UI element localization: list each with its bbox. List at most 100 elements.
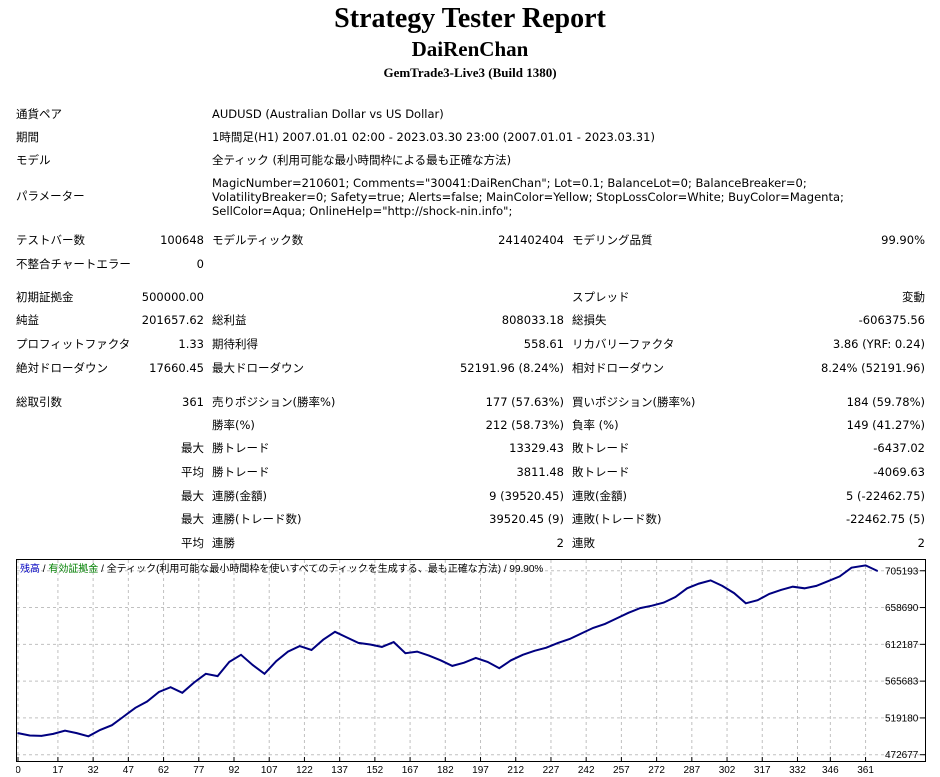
abs-drawdown-value: 17660.45 (149, 361, 204, 375)
balance-point (674, 596, 677, 598)
avg-win-label: 勝トレード (212, 465, 270, 479)
average-label: 平均 (181, 465, 204, 479)
balance-point (686, 587, 688, 590)
max-cons-count-label: 最大 (181, 512, 204, 526)
loss-percent-label: 負率 (%) (572, 418, 619, 432)
period-label: 期間 (16, 130, 39, 144)
balance-point (698, 582, 700, 585)
win-percent-label: 勝率(%) (212, 418, 255, 432)
balance-point (662, 601, 665, 604)
long-positions-value: 184 (59.78%) (846, 395, 925, 409)
avg-cons-loss-label: 連敗 (572, 536, 595, 550)
parameters-label: パラメーター (16, 189, 85, 203)
y-tick-label: 612187 (885, 640, 919, 651)
balance-point (428, 654, 430, 657)
rel-drawdown-label: 相対ドローダウン (572, 361, 664, 375)
balance-point (134, 706, 137, 709)
balance-point (815, 585, 818, 587)
x-tick-label: 302 (719, 765, 736, 775)
cons-profit-count-label: 連勝(トレード数) (212, 512, 302, 526)
balance-points (17, 564, 879, 738)
report-title: Strategy Tester Report (334, 3, 606, 34)
balance-point (381, 646, 383, 648)
balance-point (533, 650, 536, 652)
avg-cons-wins-label: 連勝 (212, 536, 235, 550)
gross-profit-label: 総利益 (212, 313, 247, 327)
rel-drawdown-value: 8.24% (52191.96) (820, 361, 925, 375)
avg-cons-wins-value: 2 (556, 536, 564, 550)
legend-equity: 有効証拠金 (48, 562, 98, 575)
balance-point (709, 579, 712, 582)
x-tick-label: 0 (16, 765, 21, 775)
balance-point (876, 570, 879, 572)
profit-factor-value: 1.33 (178, 337, 204, 351)
balance-point (463, 661, 465, 664)
legend-separator-1: / (40, 564, 48, 575)
balance-point (439, 659, 442, 662)
y-tick-label: 705193 (885, 566, 919, 577)
cons-profit-count-value: 39520.45 (9) (489, 512, 564, 526)
cons-wins-money-label: 連勝(金額) (212, 489, 267, 503)
x-tick-label: 17 (52, 765, 64, 775)
abs-drawdown-label: 絶対ドローダウン (16, 361, 108, 375)
long-positions-label: 買いポジション(勝率%) (572, 395, 696, 409)
recovery-factor-label: リカバリーファクタ (572, 337, 675, 351)
largest-loss-label: 敗トレード (572, 441, 630, 455)
legend-balance: 残高 (20, 562, 40, 575)
balance-point (122, 715, 125, 718)
balance-point (52, 733, 55, 735)
x-tick-label: 361 (857, 765, 874, 775)
balance-point (545, 646, 548, 649)
balance-point (733, 592, 735, 594)
cons-loss-count-value: -22462.75 (5) (846, 512, 925, 526)
bars-label: テストバー数 (16, 233, 85, 247)
balance-point (40, 735, 43, 737)
balance-point (158, 691, 160, 693)
balance-point (228, 661, 231, 663)
total-trades-label: 総取引数 (16, 395, 62, 409)
balance-point (721, 585, 724, 587)
x-tick-label: 77 (193, 765, 205, 775)
avg-cons-label: 平均 (181, 536, 204, 550)
x-tick-label: 257 (613, 765, 630, 775)
deposit-label: 初期証拠金 (16, 290, 74, 304)
errors-value: 0 (196, 257, 204, 271)
balance-point (287, 650, 289, 653)
y-tick-label: 519180 (885, 713, 919, 724)
x-tick-label: 137 (331, 765, 348, 775)
x-tick-label: 227 (543, 765, 560, 775)
balance-point (64, 729, 66, 732)
largest-loss-value: -6437.02 (873, 441, 925, 455)
x-tick-label: 272 (648, 765, 665, 775)
x-tick-label: 346 (822, 765, 839, 775)
symbol-label: 通貨ペア (16, 107, 62, 121)
parameters-value: MagicNumber=210601; Comments="30041:DaiR… (212, 176, 844, 218)
balance-point (521, 653, 524, 656)
balance-point (639, 607, 641, 609)
short-positions-label: 売りポジション(勝率%) (212, 395, 336, 409)
balance-point (486, 661, 489, 663)
x-tick-label: 197 (472, 765, 489, 775)
largest-win-label: 勝トレード (212, 441, 270, 455)
x-tick-label: 332 (789, 765, 806, 775)
x-tick-label: 62 (158, 765, 170, 775)
profit-factor-label: プロフィットファクタ (16, 337, 131, 351)
max-cons-money-label: 最大 (181, 489, 204, 503)
y-tick-label: 658690 (885, 603, 919, 614)
quality-value: 99.90% (881, 233, 925, 247)
expert-name: DaiRenChan (411, 37, 529, 61)
balance-point (310, 649, 313, 651)
max-drawdown-label: 最大ドローダウン (212, 361, 304, 375)
balance-point (298, 645, 301, 647)
balance-point (827, 580, 829, 582)
largest-win-value: 13329.43 (509, 441, 564, 455)
balance-point (416, 650, 418, 653)
balance-point (510, 659, 512, 662)
balance-point (850, 566, 853, 569)
balance-point (322, 638, 325, 641)
legend-separator-2: / (98, 564, 106, 575)
avg-loss-value: -4069.63 (873, 465, 925, 479)
balance-point (803, 587, 806, 590)
x-tick-label: 242 (578, 765, 595, 775)
legend-separator-3: / (501, 564, 509, 575)
